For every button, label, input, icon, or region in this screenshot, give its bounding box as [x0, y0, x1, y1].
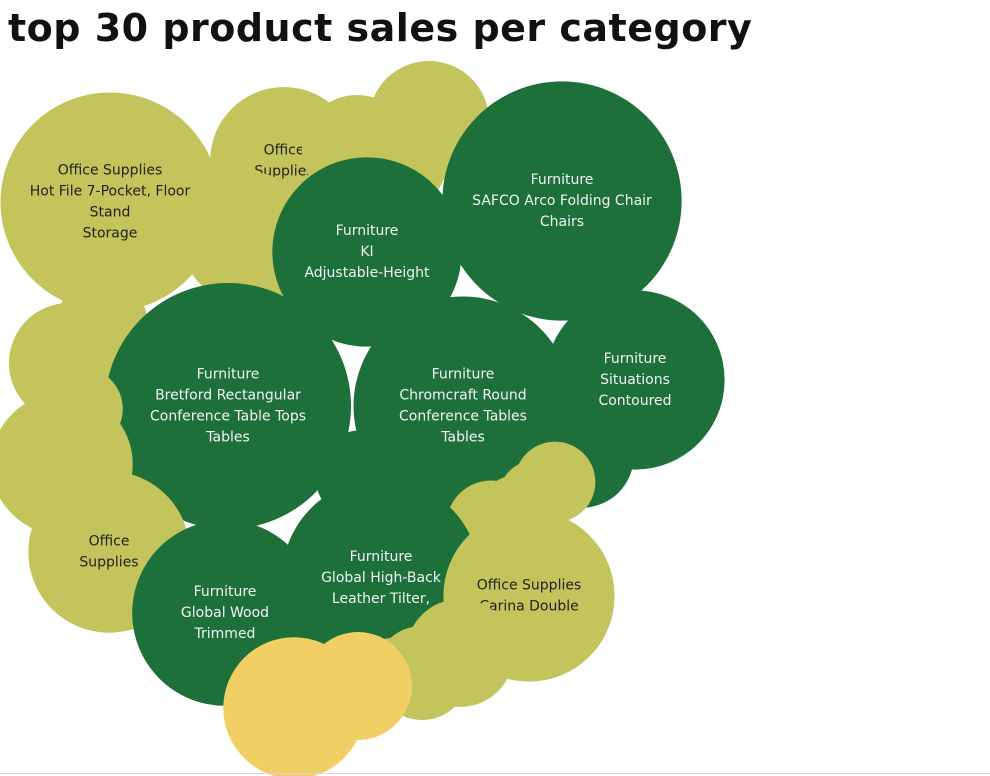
bubble-label: Stand [90, 205, 131, 221]
bubble-label: Tables [440, 430, 485, 446]
bubble-label: Furniture [336, 223, 399, 239]
bubble-circle[interactable] [304, 632, 412, 740]
bubble-label: Office [89, 534, 130, 550]
bubble-label: Furniture [432, 367, 495, 383]
bubble-label: Conference Table Tops [150, 409, 306, 425]
bubble-label: Office Supplies [477, 578, 582, 594]
bubble[interactable]: Furniture KI Adjustable-Height [272, 157, 462, 347]
bubble-label: KI [360, 244, 373, 260]
bubble-label: Leather Tilter, [332, 591, 430, 607]
bubble[interactable]: Furniture Chromcraft Round Conference Tabl… [353, 296, 573, 516]
bubble[interactable]: Office Supplies Hot File 7-Pocket, Floor S… [0, 92, 220, 312]
bubble-label: Tables [205, 430, 250, 446]
bubble-label: Bretford Rectangular [155, 388, 301, 404]
bubble-label: Furniture [350, 549, 413, 565]
bubble-label: Furniture [194, 584, 257, 600]
bubble-label: Contoured [598, 393, 671, 409]
bubble-label: Office Supplies [58, 163, 163, 179]
bubble-label: Trimmed [194, 626, 256, 642]
bubble-label: Situations [600, 372, 670, 388]
bubble-label: Supplies [79, 555, 138, 571]
bubble-label: Furniture [604, 351, 667, 367]
bubble-label: Office [264, 143, 305, 159]
bubble-circle[interactable] [353, 296, 573, 516]
bubble-label: Furniture [197, 367, 260, 383]
bubble-label: Carina Double [479, 599, 579, 615]
bubble-circle[interactable] [0, 92, 220, 312]
bubble-label: Storage [83, 226, 138, 242]
bubble-label: Conference Tables [399, 409, 527, 425]
bubble[interactable]: Furniture SAFCO Arco Folding Chair Chairs [442, 81, 682, 321]
chart-title: top 30 product sales per category [8, 6, 753, 50]
bubble[interactable] [304, 632, 412, 740]
bubble-label: Chairs [540, 214, 584, 230]
bubble-label: Hot File 7-Pocket, Floor [30, 184, 191, 200]
bottom-divider [0, 773, 990, 774]
bubble-label: Global Wood [181, 605, 269, 621]
bubble-label: Global High-Back [321, 570, 442, 586]
bubble-label: Furniture [531, 172, 594, 188]
bubble-circle[interactable] [442, 81, 682, 321]
bubble-circle[interactable] [272, 157, 462, 347]
bubble-circle[interactable] [105, 283, 351, 529]
bubble-label: Adjustable-Height [304, 265, 430, 281]
bubble-label: SAFCO Arco Folding Chair [472, 193, 652, 209]
bubble-label: Chromcraft Round [399, 388, 526, 404]
bubble[interactable]: Furniture Bretford Rectangular Conference … [105, 283, 351, 529]
